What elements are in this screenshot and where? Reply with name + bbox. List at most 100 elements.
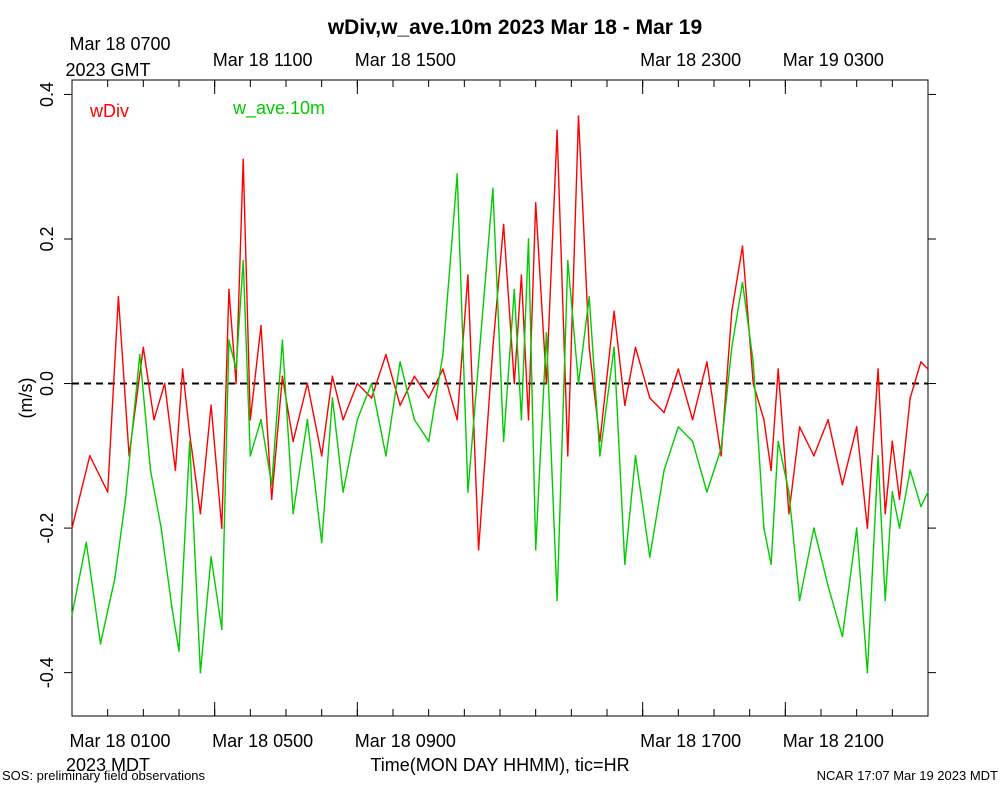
data-point-wdiv (370, 397, 373, 399)
data-point-w-ave-10m (577, 382, 580, 385)
data-point-wdiv (763, 418, 765, 421)
data-point-w-ave-10m (270, 483, 273, 486)
footer-left-note: SOS: preliminary field observations (2, 768, 206, 783)
data-point-w-ave-10m (763, 527, 765, 529)
data-point-w-ave-10m (427, 440, 430, 443)
data-point-w-ave-10m (281, 339, 284, 341)
data-point-wdiv (260, 324, 262, 327)
data-point-w-ave-10m (920, 505, 922, 508)
x-tick-label-top: Mar 18 2300 (640, 50, 741, 70)
footer-right-note: NCAR 17:07 Mar 19 2023 MDT (816, 768, 998, 783)
data-point-wdiv (249, 418, 252, 421)
data-point-wdiv (142, 346, 145, 349)
data-point-w-ave-10m (741, 281, 744, 284)
data-point-w-ave-10m (798, 599, 801, 602)
data-point-wdiv (210, 404, 212, 407)
data-point-w-ave-10m (909, 469, 911, 472)
data-point-wdiv (188, 433, 191, 435)
data-point-wdiv (306, 382, 309, 385)
data-point-wdiv (477, 548, 480, 551)
y-tick-label: -0.4 (37, 657, 57, 688)
data-point-wdiv (331, 375, 334, 378)
data-point-wdiv (777, 368, 779, 370)
data-point-w-ave-10m (356, 418, 359, 421)
x-tick-label-bottom: Mar 18 1700 (640, 731, 741, 751)
data-point-wdiv (89, 455, 91, 457)
data-point-wdiv (909, 397, 911, 399)
data-point-wdiv (221, 527, 223, 529)
data-point-wdiv (467, 274, 469, 276)
data-point-wdiv (442, 368, 444, 370)
axes-ticks: Mar 18 0100 Mar 18 0500 Mar 18 0900 Mar 18 … (37, 34, 936, 751)
data-point-w-ave-10m (624, 563, 626, 566)
data-point-wdiv (456, 418, 459, 421)
data-point-w-ave-10m (691, 440, 694, 443)
data-point-w-ave-10m (160, 527, 162, 529)
data-point-w-ave-10m (677, 426, 680, 428)
data-point-w-ave-10m (545, 332, 548, 334)
data-point-wdiv (320, 455, 323, 457)
data-point-w-ave-10m (752, 361, 755, 363)
data-point-w-ave-10m (228, 339, 230, 341)
data-point-wdiv (566, 455, 569, 457)
data-point-w-ave-10m (663, 469, 665, 472)
data-point-w-ave-10m (71, 614, 73, 616)
data-point-wdiv (270, 498, 273, 500)
data-point-wdiv (588, 346, 590, 349)
data-point-wdiv (855, 426, 858, 428)
data-point-w-ave-10m (634, 455, 637, 457)
data-point-w-ave-10m (866, 671, 869, 674)
data-point-w-ave-10m (99, 642, 102, 645)
data-point-w-ave-10m (788, 491, 790, 493)
legend-w-ave-10m: w_ave.10m (232, 98, 325, 119)
data-point-wdiv (520, 274, 523, 276)
data-point-wdiv (798, 426, 801, 428)
data-point-w-ave-10m (649, 556, 651, 558)
series-line-w-ave-10m (71, 173, 929, 674)
top-timezone-label: 2023 GMT (65, 60, 150, 80)
data-point-w-ave-10m (149, 469, 152, 472)
data-point-wdiv (649, 397, 651, 399)
data-point-w-ave-10m (342, 491, 344, 493)
data-point-w-ave-10m (520, 418, 523, 421)
data-point-w-ave-10m (813, 527, 815, 529)
data-point-w-ave-10m (513, 288, 516, 291)
data-point-wdiv (292, 440, 294, 443)
data-point-w-ave-10m (556, 599, 558, 602)
data-point-w-ave-10m (534, 548, 537, 551)
data-point-w-ave-10m (221, 628, 223, 631)
data-point-wdiv (153, 418, 155, 421)
data-point-wdiv (877, 368, 879, 370)
data-point-wdiv (228, 288, 230, 291)
data-point-w-ave-10m (385, 455, 387, 457)
data-point-w-ave-10m (492, 187, 494, 190)
legend-wdiv: wDiv (89, 101, 129, 121)
data-point-w-ave-10m (884, 599, 886, 602)
data-point-w-ave-10m (841, 635, 844, 638)
data-point-wdiv (841, 483, 844, 486)
data-point-w-ave-10m (235, 368, 237, 370)
data-point-wdiv (71, 527, 73, 529)
data-point-w-ave-10m (124, 498, 127, 500)
data-point-w-ave-10m (502, 440, 505, 443)
data-point-wdiv (399, 404, 401, 407)
x-tick-label-top: Mar 19 0300 (783, 50, 884, 70)
data-point-w-ave-10m (260, 418, 262, 421)
data-point-w-ave-10m (770, 563, 772, 566)
data-point-w-ave-10m (891, 491, 894, 493)
x-tick-label-top: Mar 18 1500 (355, 50, 456, 70)
x-tick-label-bottom: Mar 18 0500 (212, 731, 313, 751)
data-point-w-ave-10m (613, 346, 615, 349)
chart-title: wDiv,w_ave.10m 2023 Mar 18 - Mar 19 (327, 16, 702, 39)
data-point-wdiv (492, 346, 494, 349)
data-point-wdiv (898, 498, 901, 500)
data-point-wdiv (106, 491, 109, 493)
data-point-wdiv (741, 245, 744, 248)
y-tick-label: 0.0 (37, 371, 57, 396)
data-point-wdiv (866, 527, 869, 529)
data-point-wdiv (577, 115, 580, 117)
data-point-w-ave-10m (706, 491, 708, 493)
data-point-w-ave-10m (467, 491, 469, 493)
data-point-w-ave-10m (306, 418, 309, 421)
